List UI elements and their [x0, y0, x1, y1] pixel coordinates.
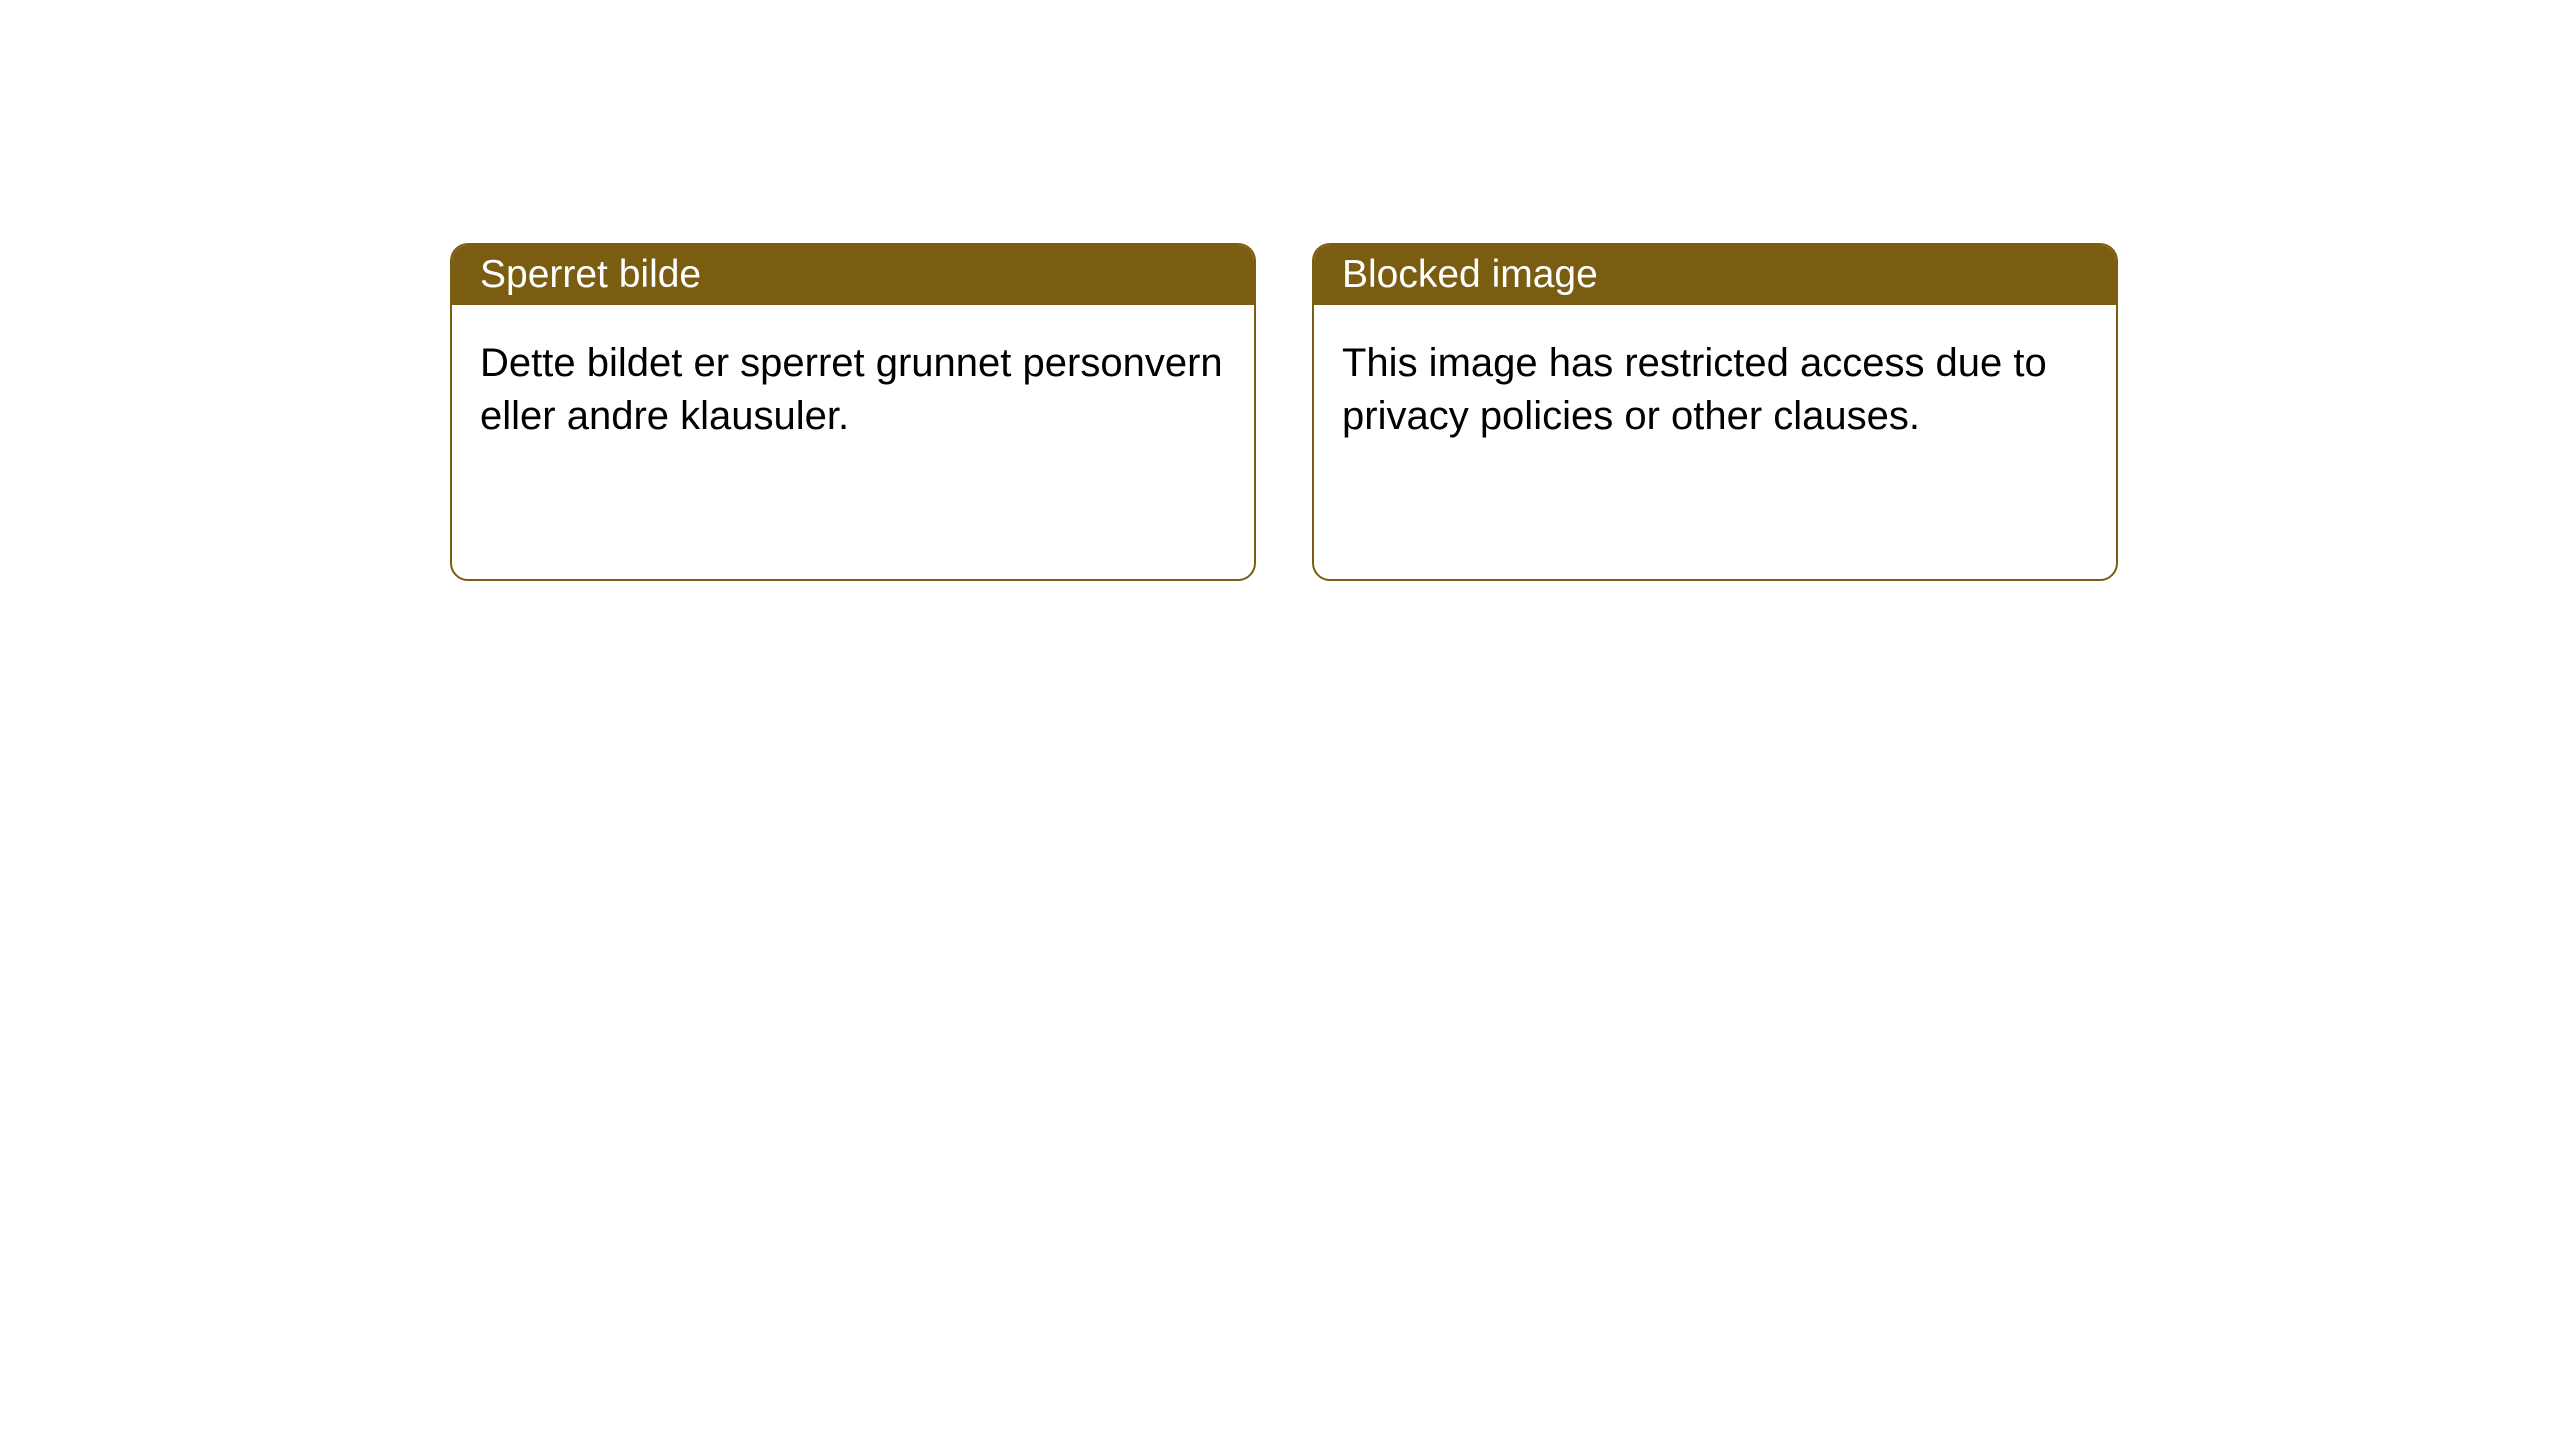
- card-body-text-no: Dette bildet er sperret grunnet personve…: [480, 341, 1223, 438]
- card-body-text-en: This image has restricted access due to …: [1342, 341, 2047, 438]
- notice-container: Sperret bilde Dette bildet er sperret gr…: [0, 0, 2560, 581]
- card-body-en: This image has restricted access due to …: [1314, 305, 2116, 475]
- card-header-no: Sperret bilde: [452, 245, 1254, 305]
- blocked-image-card-en: Blocked image This image has restricted …: [1312, 243, 2118, 581]
- card-title-en: Blocked image: [1342, 253, 1598, 297]
- blocked-image-card-no: Sperret bilde Dette bildet er sperret gr…: [450, 243, 1256, 581]
- card-title-no: Sperret bilde: [480, 253, 701, 297]
- card-body-no: Dette bildet er sperret grunnet personve…: [452, 305, 1254, 475]
- card-header-en: Blocked image: [1314, 245, 2116, 305]
